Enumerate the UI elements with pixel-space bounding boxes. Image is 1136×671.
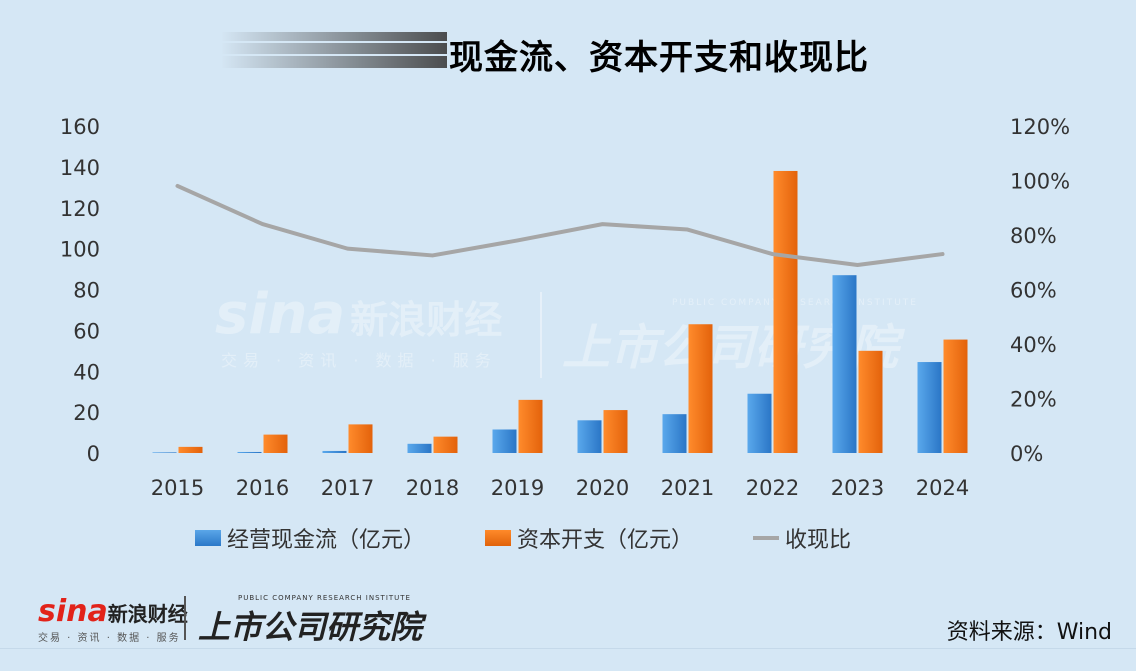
y2-tick-label: 60% bbox=[1010, 279, 1057, 303]
bar-capex bbox=[263, 434, 288, 453]
y2-tick-label: 120% bbox=[1010, 115, 1070, 139]
legend-item-ocf: 经营现金流（亿元） bbox=[195, 522, 425, 554]
research-institute-logo: PUBLIC COMPANY RESEARCH INSTITUTE 上市公司研究… bbox=[198, 594, 423, 646]
bar-capex bbox=[433, 436, 458, 453]
legend-label-ocf: 经营现金流（亿元） bbox=[227, 528, 426, 553]
bar-ocf bbox=[662, 414, 687, 453]
x-tick-label: 2015 bbox=[151, 476, 204, 500]
footer-divider bbox=[0, 648, 1136, 649]
y-tick-label: 0 bbox=[87, 442, 100, 466]
title-decoration bbox=[222, 32, 447, 68]
y-tick-label: 120 bbox=[60, 197, 100, 221]
legend-label-capex: 资本开支（亿元） bbox=[517, 528, 694, 553]
bar-ocf bbox=[917, 362, 942, 453]
watermark-divider bbox=[540, 292, 542, 378]
y-tick-label: 20 bbox=[73, 401, 100, 425]
y-tick-label: 60 bbox=[73, 319, 100, 343]
bar-capex bbox=[773, 170, 798, 453]
x-tick-label: 2023 bbox=[831, 476, 884, 500]
logo-divider bbox=[184, 596, 186, 640]
legend-item-capex: 资本开支（亿元） bbox=[485, 522, 693, 554]
y2-tick-label: 0% bbox=[1010, 442, 1043, 466]
y-tick-label: 80 bbox=[73, 279, 100, 303]
combo-chart: 0 20 40 60 80 100 120 140 160 0% 20% 40% 60% 80% 100% 1… bbox=[60, 115, 1070, 500]
x-tick-label: 2017 bbox=[321, 476, 374, 500]
x-tick-label: 2018 bbox=[406, 476, 459, 500]
bar-ocf bbox=[832, 275, 857, 453]
legend-item-ratio: 收现比 bbox=[753, 522, 851, 554]
y2-tick-label: 40% bbox=[1010, 333, 1057, 357]
legend-swatch-ocf bbox=[195, 530, 221, 546]
line-ratio bbox=[175, 183, 945, 267]
bar-capex bbox=[943, 339, 968, 453]
bar-ocf bbox=[492, 429, 517, 453]
bar-ocf bbox=[407, 443, 432, 453]
bar-ocf bbox=[322, 450, 347, 453]
bar-capex bbox=[348, 424, 373, 453]
y-tick-label: 140 bbox=[60, 156, 100, 180]
y-tick-label: 100 bbox=[60, 238, 100, 262]
sina-logo: sina新浪财经 交易 · 资讯 · 数据 · 服务 bbox=[38, 594, 188, 644]
bar-capex bbox=[858, 350, 883, 453]
bar-capex bbox=[178, 446, 203, 453]
bar-capex bbox=[688, 324, 713, 453]
y-tick-label: 160 bbox=[60, 115, 100, 139]
bar-ocf bbox=[577, 420, 602, 453]
x-tick-label: 2024 bbox=[916, 476, 969, 500]
source-note: 资料来源：Wind bbox=[946, 620, 1112, 645]
y2-tick-label: 80% bbox=[1010, 224, 1057, 248]
x-tick-label: 2020 bbox=[576, 476, 629, 500]
bar-capex bbox=[603, 410, 628, 453]
chart-title: 现金流、资本开支和收现比 bbox=[449, 38, 869, 78]
bar-ocf bbox=[747, 393, 772, 453]
bar-ocf bbox=[152, 452, 177, 453]
y-tick-label: 40 bbox=[73, 360, 100, 384]
y2-tick-label: 20% bbox=[1010, 388, 1057, 412]
x-tick-label: 2022 bbox=[746, 476, 799, 500]
legend-label-ratio: 收现比 bbox=[785, 528, 852, 553]
legend-swatch-ratio bbox=[753, 536, 780, 540]
x-tick-label: 2021 bbox=[661, 476, 714, 500]
x-tick-label: 2019 bbox=[491, 476, 544, 500]
y2-tick-label: 100% bbox=[1010, 170, 1070, 194]
legend: 经营现金流（亿元） 资本开支（亿元） 收现比 bbox=[195, 522, 911, 554]
x-tick-label: 2016 bbox=[236, 476, 289, 500]
legend-swatch-capex bbox=[485, 530, 512, 546]
bar-capex bbox=[518, 399, 543, 453]
bar-ocf bbox=[237, 451, 262, 453]
